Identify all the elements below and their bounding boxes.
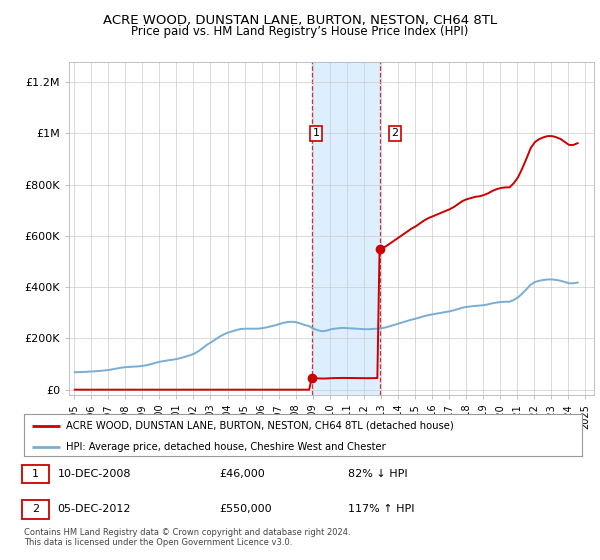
Text: ACRE WOOD, DUNSTAN LANE, BURTON, NESTON, CH64 8TL (detached house): ACRE WOOD, DUNSTAN LANE, BURTON, NESTON,… (66, 421, 454, 431)
Text: 82% ↓ HPI: 82% ↓ HPI (347, 469, 407, 479)
Text: 1: 1 (313, 128, 319, 138)
Text: £550,000: £550,000 (220, 505, 272, 515)
Text: Contains HM Land Registry data © Crown copyright and database right 2024.
This d: Contains HM Land Registry data © Crown c… (24, 528, 350, 547)
Text: 117% ↑ HPI: 117% ↑ HPI (347, 505, 414, 515)
Text: ACRE WOOD, DUNSTAN LANE, BURTON, NESTON, CH64 8TL: ACRE WOOD, DUNSTAN LANE, BURTON, NESTON,… (103, 14, 497, 27)
Text: 2: 2 (391, 128, 398, 138)
Text: HPI: Average price, detached house, Cheshire West and Chester: HPI: Average price, detached house, Ches… (66, 442, 386, 452)
Text: 1: 1 (32, 469, 39, 479)
Polygon shape (312, 62, 380, 395)
Text: 10-DEC-2008: 10-DEC-2008 (58, 469, 131, 479)
Text: £46,000: £46,000 (220, 469, 265, 479)
Text: 05-DEC-2012: 05-DEC-2012 (58, 505, 131, 515)
Text: 2: 2 (32, 505, 39, 515)
FancyBboxPatch shape (22, 500, 49, 519)
Text: Price paid vs. HM Land Registry’s House Price Index (HPI): Price paid vs. HM Land Registry’s House … (131, 25, 469, 38)
FancyBboxPatch shape (22, 465, 49, 483)
